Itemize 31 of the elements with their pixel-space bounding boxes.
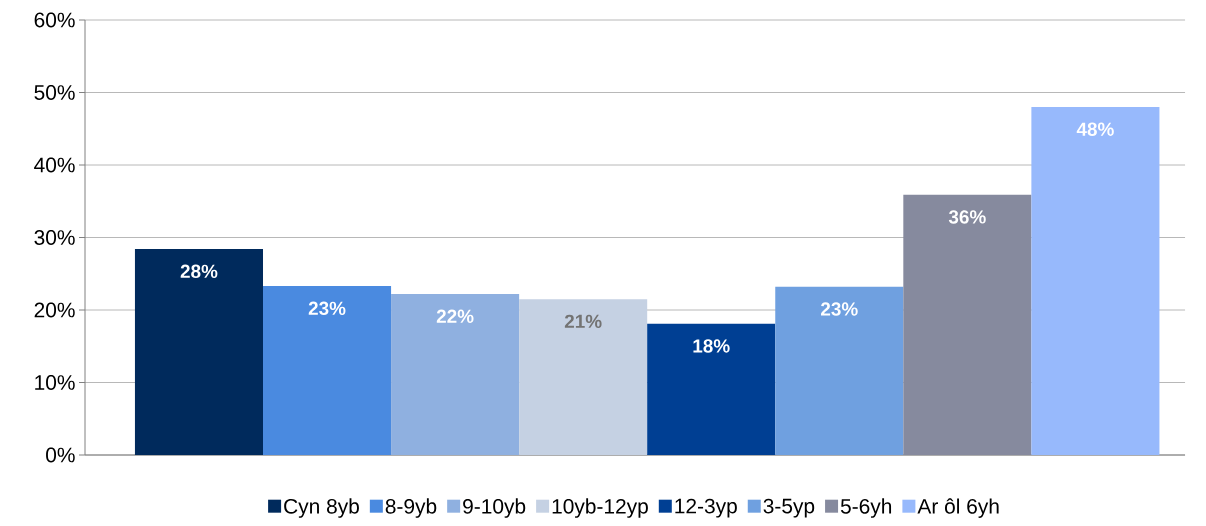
y-tick-label: 60% — [34, 12, 75, 28]
bar — [903, 194, 1032, 455]
legend-label: Cyn 8yb — [284, 498, 359, 518]
y-tick-label: 50% — [34, 85, 75, 100]
y-tick-label: 40% — [34, 157, 75, 173]
bar — [647, 323, 776, 455]
y-tick-label: 30% — [34, 230, 75, 245]
legend-label: Ar ôl 6yh — [917, 498, 999, 518]
data-label: 48% — [1076, 122, 1114, 136]
bar — [775, 286, 904, 455]
legend-label: 5-6yh — [840, 498, 892, 518]
legend-label: 9-10yb — [463, 498, 526, 518]
legend-label: 8-9yb — [385, 498, 437, 518]
legend-label: 10yb-12yp — [552, 498, 648, 518]
data-label: 18% — [693, 339, 730, 353]
bar — [391, 294, 520, 455]
data-label: 22% — [436, 309, 474, 323]
y-tick-label: 20% — [34, 302, 75, 318]
data-label: 21% — [564, 314, 602, 328]
bar — [519, 299, 648, 455]
y-tick-label: 0% — [46, 447, 75, 463]
data-label: 36% — [948, 210, 986, 224]
legend-label: 3-5yp — [763, 498, 815, 518]
y-tick-label: 10% — [35, 375, 75, 390]
legend-label: 12-3yp — [675, 498, 737, 518]
data-label: 23% — [308, 301, 346, 316]
bar — [134, 249, 263, 455]
data-label: 28% — [180, 264, 218, 279]
bar — [263, 286, 392, 455]
bar — [1031, 107, 1160, 455]
data-label: 23% — [821, 302, 858, 316]
